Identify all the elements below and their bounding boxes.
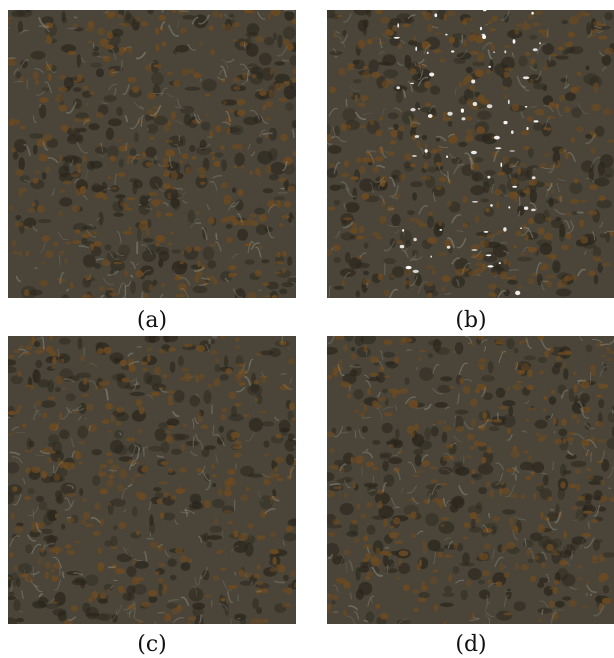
texture-canvas-d xyxy=(327,336,614,624)
texture-image-a xyxy=(8,10,296,298)
texture-image-c xyxy=(8,336,296,624)
texture-canvas-b xyxy=(327,10,614,298)
caption-b: (b) xyxy=(455,308,487,333)
caption-a: (a) xyxy=(136,308,168,333)
caption-d: (d) xyxy=(455,632,487,657)
caption-c: (c) xyxy=(137,632,167,657)
texture-canvas-c xyxy=(8,336,296,624)
texture-canvas-a xyxy=(8,10,296,298)
texture-image-d xyxy=(327,336,614,624)
texture-image-b xyxy=(327,10,614,298)
